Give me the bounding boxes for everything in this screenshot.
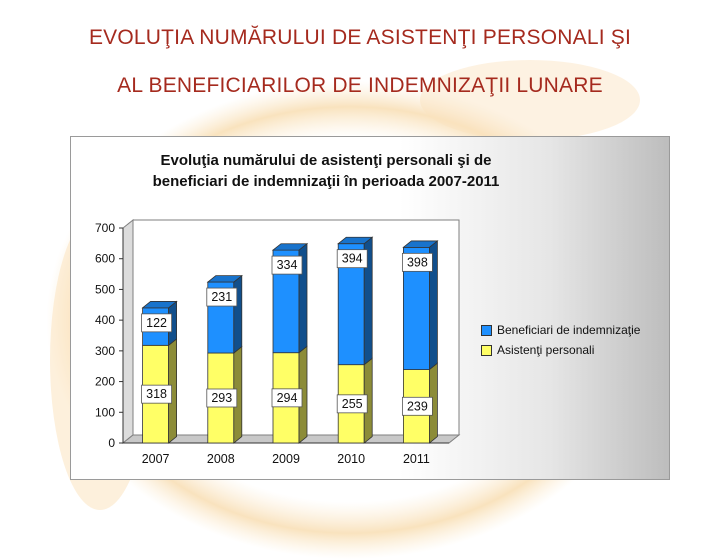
x-tick-label-2010: 2010 [337,452,365,466]
slide-title-line1: EVOLUŢIA NUMĂRULUI DE ASISTENŢI PERSONAL… [88,26,632,49]
y-tick-label: 0 [108,436,115,450]
x-tick-label-2011: 2011 [403,452,430,466]
chart-side-wall [122,218,134,445]
legend-swatch-asistenti [481,345,492,356]
data-label-box-2007-s0 [141,384,172,404]
data-label-2009-s0: 294 [277,391,298,405]
x-tick-label-2008: 2008 [207,452,235,466]
data-label-box-2011-s0 [401,396,433,416]
data-label-2011-s0: 239 [407,399,428,413]
data-label-2009-s1: 334 [277,258,298,272]
data-label-box-2010-s0 [336,394,368,414]
legend-item-asistenti: Asistenţi personali [481,340,666,360]
legend-swatch-beneficiari [481,325,492,336]
data-label-2010-s1: 394 [342,252,363,266]
chart-title-line2: beneficiari de indemnizaţii în perioada … [152,173,500,190]
data-label-box-2009-s1 [271,255,303,275]
data-label-box-2011-s1 [401,252,433,272]
y-tick-label: 700 [95,221,115,235]
bar-top-2007 [141,301,178,309]
bar-top-2010 [337,236,374,245]
data-label-2007-s1: 122 [146,316,167,330]
slide-title-line2: AL BENEFICIARILOR DE INDEMNIZAŢII LUNARE [117,74,603,97]
legend-label-beneficiari: Beneficiari de indemnizaţie [497,323,641,337]
data-label-2007-s0: 318 [146,387,167,401]
data-label-2010-s0: 255 [342,397,363,411]
bar-top-2009 [271,243,309,251]
legend-item-beneficiari: Beneficiari de indemnizaţie [481,320,666,340]
x-tick-label-2007: 2007 [142,452,170,466]
y-tick-label: 200 [95,375,115,389]
data-label-box-2008-s1 [206,287,238,307]
legend-label-asistenti: Asistenţi personali [497,343,595,357]
y-tick-label: 600 [95,252,115,266]
bar-side-2008-s1 [233,274,243,354]
plot-area: 0 100 200 300 400 500 600 700 318 122 2007 293 231 20… [95,218,461,466]
data-label-2008-s0: 293 [211,391,232,405]
legend: Beneficiari de indemnizaţie Asistenţi pe… [481,320,666,360]
x-tick-label-2009: 2009 [272,452,300,466]
bar-top-2011 [402,240,439,248]
data-label-box-2008-s0 [206,388,238,408]
bar-top-2008 [206,275,243,283]
data-label-2008-s1: 231 [211,290,232,304]
data-label-box-2010-s1 [336,249,368,269]
data-label-2011-s1: 398 [407,255,428,269]
chart-area: Evoluţia numărului de asistenţi personal… [70,136,670,480]
chart-title-line1: Evoluţia numărului de asistenţi personal… [160,152,492,169]
data-label-box-2007-s1 [141,313,172,333]
y-tick-label: 400 [95,313,115,327]
data-label-box-2009-s0 [271,388,303,408]
y-tick-label: 500 [95,282,115,296]
y-tick-label: 100 [95,405,115,419]
y-tick-label: 300 [95,344,115,358]
